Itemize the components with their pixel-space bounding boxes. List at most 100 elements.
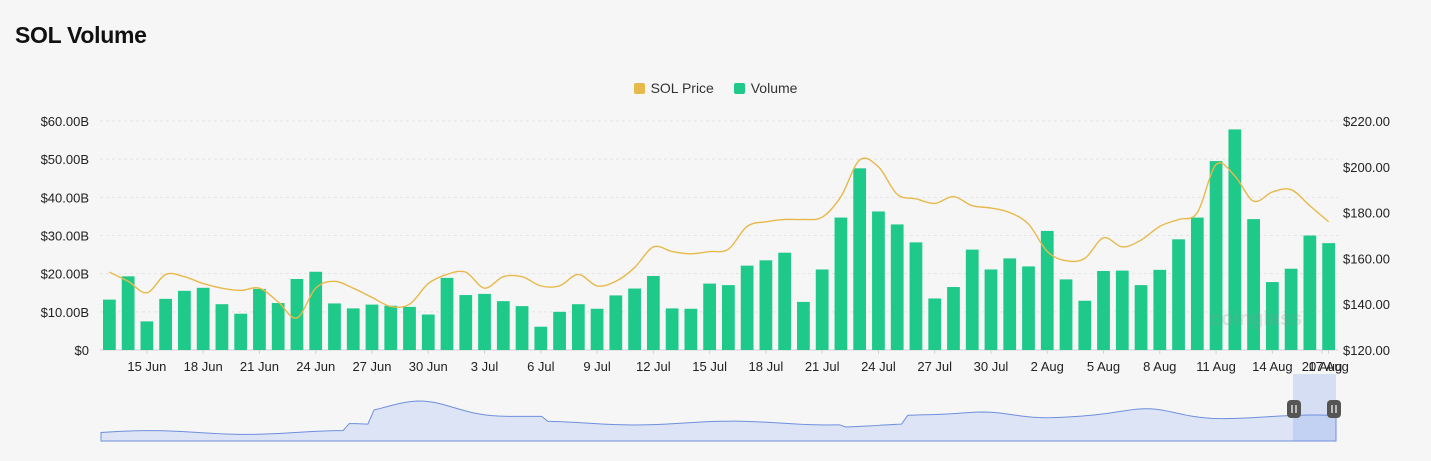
volume-bars [103, 129, 1335, 350]
y-right-tick-label: $180.00 [1343, 206, 1390, 221]
volume-bar [909, 242, 923, 350]
x-tick-label: 5 Aug [1087, 359, 1120, 374]
legend-item-volume[interactable]: Volume [733, 80, 798, 96]
range-navigator[interactable] [100, 374, 1341, 442]
x-tick-label: 8 Aug [1143, 359, 1176, 374]
volume-bar [1115, 270, 1129, 350]
price-line [109, 157, 1330, 319]
volume-bar [121, 276, 135, 350]
right-axis: $120.00 $140.00 $160.00 $180.00 $200.00 $220.… [1343, 114, 1390, 358]
x-tick-label: 15 Jul [692, 359, 727, 374]
y-left-tick-label: $60.00B [41, 114, 89, 129]
volume-bar [309, 271, 323, 350]
volume-bar [178, 290, 191, 350]
volume-bar [421, 314, 435, 350]
x-tick-label: 27 Jun [352, 359, 391, 374]
volume-bar [759, 260, 773, 350]
volume-bar [1172, 239, 1185, 350]
volume-bar [1022, 266, 1035, 350]
y-right-tick-label: $160.00 [1343, 251, 1390, 266]
x-tick-label: 30 Jun [409, 359, 448, 374]
volume-bar [290, 279, 304, 350]
y-left-tick-label: $20.00B [41, 267, 89, 282]
volume-bar [703, 283, 716, 350]
volume-bar [346, 308, 360, 350]
x-tick-label: 14 Aug [1252, 359, 1293, 374]
price-line-group [109, 157, 1330, 319]
volume-bar [1003, 258, 1017, 350]
x-tick-label: 24 Jul [861, 359, 896, 374]
legend-label-price: SOL Price [650, 80, 714, 96]
volume-bar [590, 308, 604, 350]
volume-bar [609, 295, 623, 350]
volume-bar [496, 301, 510, 350]
volume-bar [1153, 269, 1167, 350]
volume-bar [628, 288, 641, 350]
volume-bar [553, 311, 566, 350]
volume-bar [665, 308, 679, 350]
y-left-tick-label: $30.00B [41, 229, 89, 244]
x-tick-label: 3 Jul [471, 359, 499, 374]
navigator-handle[interactable] [1287, 400, 1301, 418]
volume-bar [947, 287, 960, 350]
x-tick-label: 18 Jun [184, 359, 223, 374]
y-right-tick-label: $200.00 [1343, 160, 1390, 175]
volume-bar [853, 168, 867, 350]
volume-bar [1059, 279, 1073, 350]
volume-bar [1322, 243, 1335, 350]
volume-bar [646, 275, 660, 350]
page-title: SOL Volume [15, 22, 147, 48]
volume-bar [440, 277, 454, 350]
volume-bar [984, 269, 998, 350]
volume-bar [365, 304, 379, 350]
grid-lines [100, 120, 1338, 351]
legend-label-volume: Volume [750, 80, 798, 96]
volume-bar [215, 304, 229, 350]
volume-bar [159, 298, 173, 350]
x-tick-label: 17 Aug [1308, 359, 1349, 374]
legend-swatch-price [633, 82, 645, 94]
volume-bar [872, 211, 885, 350]
volume-bar [196, 287, 210, 350]
y-right-tick-label: $220.00 [1343, 114, 1390, 129]
legend-swatch-volume [733, 82, 745, 94]
x-tick-label: 11 Aug [1196, 359, 1236, 374]
x-tick-label: 21 Jul [805, 359, 840, 374]
volume-bar [834, 217, 848, 350]
x-tick-label: 21 Jun [240, 359, 279, 374]
volume-bar [1040, 230, 1054, 350]
x-tick-label: 18 Jul [749, 359, 784, 374]
volume-bar [1303, 235, 1317, 350]
navigator-selection [1293, 374, 1336, 441]
x-tick-label: 30 Jul [974, 359, 1009, 374]
x-tick-label: 24 Jun [296, 359, 335, 374]
left-axis: $0 $10.00B $20.00B $30.00B $40.00B $50.00B $60… [41, 114, 89, 358]
navigator-area [100, 400, 1337, 442]
volume-bar [478, 293, 491, 350]
x-tick-label: 12 Jul [636, 359, 671, 374]
volume-bar [1097, 270, 1110, 350]
y-left-tick-label: $40.00B [41, 190, 89, 205]
volume-bar [1134, 285, 1148, 350]
volume-bar [722, 285, 735, 350]
volume-bar [928, 298, 942, 350]
legend-item-price[interactable]: SOL Price [633, 80, 714, 96]
chart-legend: SOL Price Volume [0, 80, 1431, 97]
navigator-handle[interactable] [1327, 400, 1341, 418]
volume-bar [234, 313, 248, 350]
volume-bar [778, 252, 792, 350]
volume-bar [684, 308, 698, 350]
volume-bar [815, 269, 829, 350]
y-left-tick-label: $10.00B [41, 305, 89, 320]
y-right-tick-label: $140.00 [1343, 297, 1390, 312]
volume-bar [1190, 217, 1204, 350]
watermark: coinglass [1210, 308, 1303, 330]
volume-bar [1078, 300, 1092, 350]
volume-bar [515, 306, 529, 350]
volume-bar [253, 288, 266, 350]
volume-bar [103, 299, 116, 350]
volume-bar [965, 249, 979, 350]
volume-bar [459, 295, 473, 350]
volume-bar [534, 326, 548, 350]
